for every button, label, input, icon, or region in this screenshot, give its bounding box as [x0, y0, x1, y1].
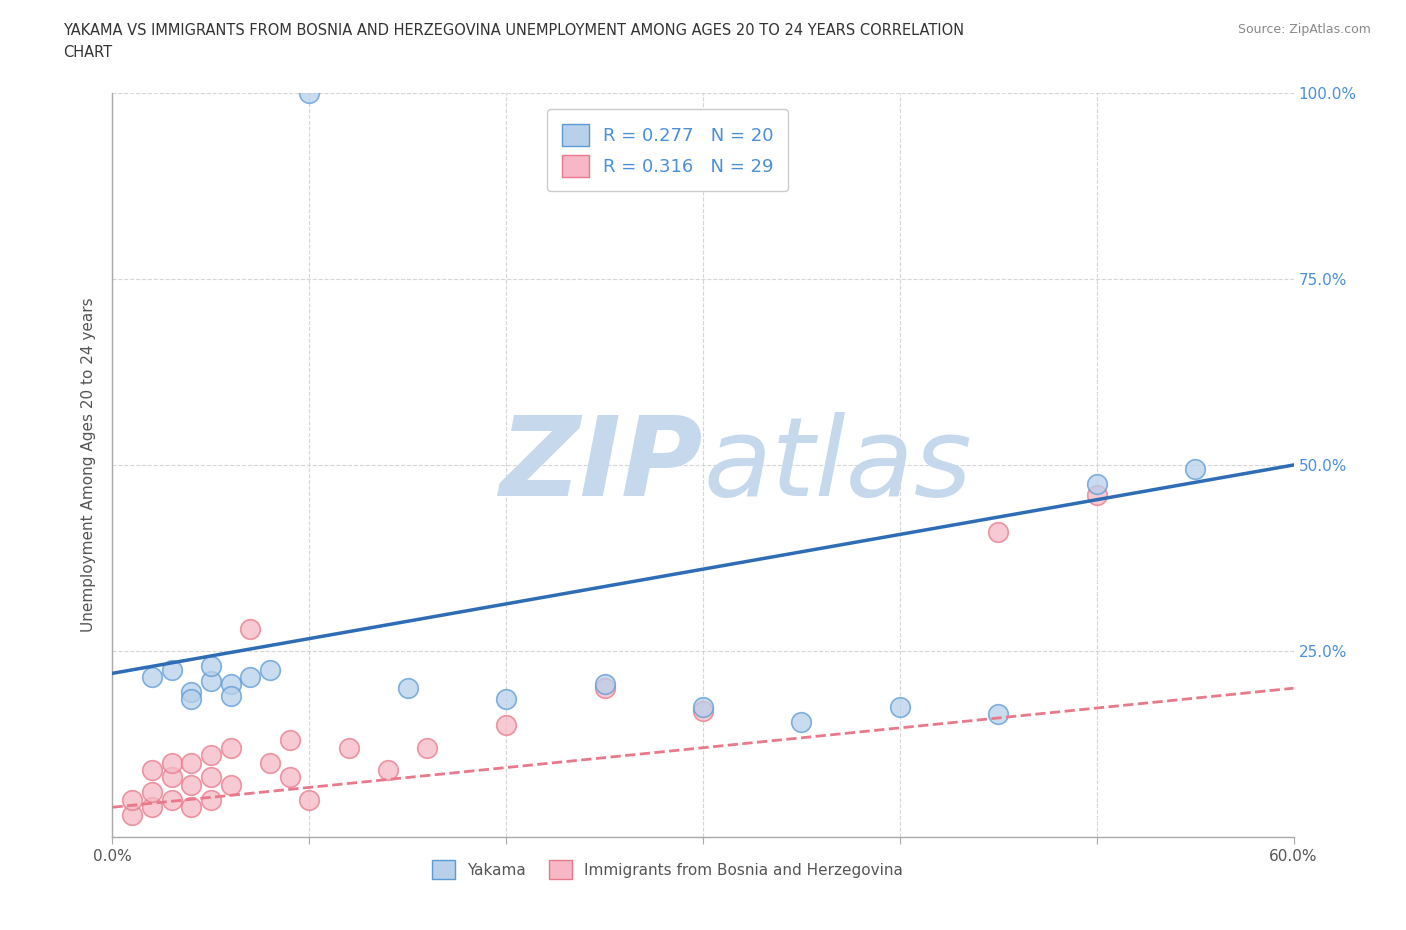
Point: [160, 770, 183, 785]
Point: [219, 777, 242, 792]
Text: ZIP: ZIP: [499, 411, 703, 519]
Point: [889, 699, 911, 714]
Point: [790, 714, 813, 729]
Y-axis label: Unemployment Among Ages 20 to 24 years: Unemployment Among Ages 20 to 24 years: [80, 298, 96, 632]
Point: [259, 755, 281, 770]
Text: YAKAMA VS IMMIGRANTS FROM BOSNIA AND HERZEGOVINA UNEMPLOYMENT AMONG AGES 20 TO 2: YAKAMA VS IMMIGRANTS FROM BOSNIA AND HER…: [63, 23, 965, 38]
Point: [180, 777, 202, 792]
Point: [495, 692, 517, 707]
Point: [1085, 487, 1108, 502]
Point: [219, 740, 242, 755]
Point: [278, 733, 301, 748]
Point: [141, 800, 163, 815]
Point: [396, 681, 419, 696]
Text: Source: ZipAtlas.com: Source: ZipAtlas.com: [1237, 23, 1371, 36]
Point: [259, 662, 281, 677]
Point: [160, 755, 183, 770]
Point: [200, 673, 222, 688]
Text: atlas: atlas: [703, 411, 972, 519]
Point: [180, 755, 202, 770]
Point: [416, 740, 439, 755]
Point: [298, 86, 321, 100]
Point: [200, 658, 222, 673]
Point: [200, 770, 222, 785]
Point: [219, 688, 242, 703]
Point: [141, 785, 163, 800]
Point: [987, 707, 1010, 722]
Point: [1085, 476, 1108, 491]
Point: [337, 740, 360, 755]
Point: [593, 677, 616, 692]
Point: [180, 684, 202, 699]
Point: [239, 621, 262, 636]
Point: [121, 792, 143, 807]
Point: [160, 792, 183, 807]
Point: [495, 718, 517, 733]
Point: [200, 748, 222, 763]
Text: CHART: CHART: [63, 45, 112, 60]
Point: [160, 662, 183, 677]
Point: [180, 800, 202, 815]
Point: [239, 670, 262, 684]
Point: [219, 677, 242, 692]
Point: [141, 670, 163, 684]
Point: [200, 792, 222, 807]
Legend: Yakama, Immigrants from Bosnia and Herzegovina: Yakama, Immigrants from Bosnia and Herze…: [426, 855, 910, 885]
Point: [377, 763, 399, 777]
Point: [692, 699, 714, 714]
Point: [298, 792, 321, 807]
Point: [593, 681, 616, 696]
Point: [1184, 461, 1206, 476]
Point: [987, 525, 1010, 539]
Point: [692, 703, 714, 718]
Point: [141, 763, 163, 777]
Point: [180, 692, 202, 707]
Point: [278, 770, 301, 785]
Point: [121, 807, 143, 822]
